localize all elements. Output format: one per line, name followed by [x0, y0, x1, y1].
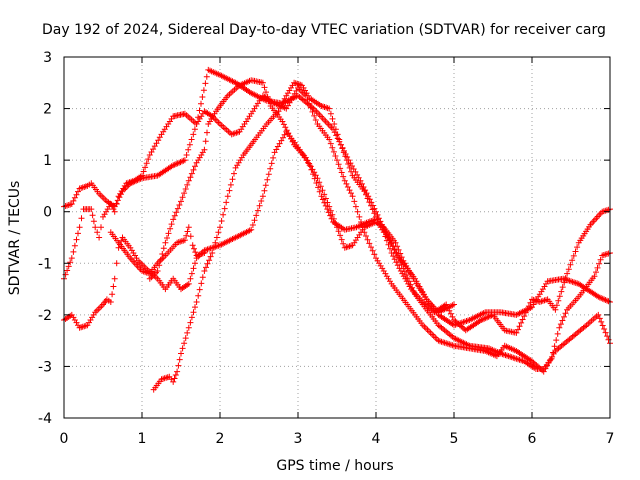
x-tick-label: 7	[606, 431, 615, 447]
x-tick-label: 2	[216, 431, 225, 447]
y-tick-label: -1	[38, 256, 52, 272]
series-marks-trace-5	[146, 77, 457, 316]
series-trace-6	[107, 224, 208, 277]
chart-title: Day 192 of 2024, Sidereal Day-to-day VTE…	[42, 22, 606, 38]
y-tick-label: -2	[38, 308, 52, 324]
x-tick-labels: 0 1 2 3 4 5 6 7	[60, 431, 615, 447]
y-tick-labels: -4 -3 -2 -1 0 1 2 3	[38, 50, 52, 427]
x-tick-label: 0	[60, 431, 69, 447]
series-trace-4	[150, 79, 613, 393]
series-trace-5	[146, 77, 457, 316]
axis-ticks	[63, 56, 611, 419]
y-tick-label: -3	[38, 359, 52, 375]
x-tick-label: 3	[294, 431, 303, 447]
y-tick-label: 1	[43, 153, 52, 169]
x-tick-label: 6	[528, 431, 537, 447]
x-tick-label: 1	[138, 431, 147, 447]
grid-lines	[64, 57, 610, 418]
y-tick-label: 2	[43, 102, 52, 118]
y-tick-label: 0	[43, 205, 52, 221]
plot-frame	[63, 56, 611, 419]
series-marks-trace-4	[150, 79, 613, 393]
y-axis-label: SDTVAR / TECUs	[7, 181, 23, 296]
x-tick-label: 4	[372, 431, 381, 447]
y-tick-label: 3	[43, 50, 52, 66]
x-tick-label: 5	[450, 431, 459, 447]
series-marks-trace-6	[107, 224, 208, 277]
x-axis-label: GPS time / hours	[276, 458, 393, 474]
y-tick-label: -4	[38, 411, 52, 427]
